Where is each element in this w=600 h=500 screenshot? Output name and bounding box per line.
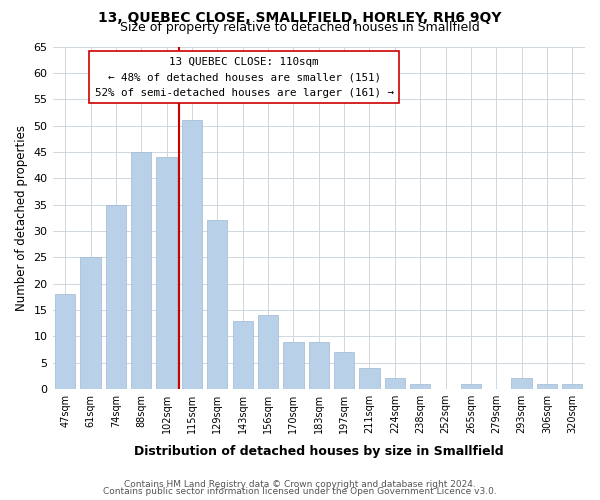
Bar <box>308 342 329 389</box>
Bar <box>385 378 405 389</box>
Text: 13, QUEBEC CLOSE, SMALLFIELD, HORLEY, RH6 9QY: 13, QUEBEC CLOSE, SMALLFIELD, HORLEY, RH… <box>98 11 502 25</box>
Bar <box>511 378 532 389</box>
Bar <box>207 220 227 389</box>
Bar <box>537 384 557 389</box>
X-axis label: Distribution of detached houses by size in Smallfield: Distribution of detached houses by size … <box>134 444 503 458</box>
Bar <box>80 258 101 389</box>
Text: Contains HM Land Registry data © Crown copyright and database right 2024.: Contains HM Land Registry data © Crown c… <box>124 480 476 489</box>
Bar <box>562 384 583 389</box>
Bar <box>258 316 278 389</box>
Bar <box>131 152 151 389</box>
Text: Size of property relative to detached houses in Smallfield: Size of property relative to detached ho… <box>120 22 480 35</box>
Bar <box>182 120 202 389</box>
Bar <box>157 157 177 389</box>
Bar <box>55 294 76 389</box>
Y-axis label: Number of detached properties: Number of detached properties <box>15 125 28 311</box>
Bar <box>283 342 304 389</box>
Bar <box>410 384 430 389</box>
Text: Contains public sector information licensed under the Open Government Licence v3: Contains public sector information licen… <box>103 487 497 496</box>
Bar <box>461 384 481 389</box>
Bar <box>106 204 126 389</box>
Bar <box>334 352 354 389</box>
Text: 13 QUEBEC CLOSE: 110sqm
← 48% of detached houses are smaller (151)
52% of semi-d: 13 QUEBEC CLOSE: 110sqm ← 48% of detache… <box>95 57 394 98</box>
Bar <box>359 368 380 389</box>
Bar <box>233 320 253 389</box>
